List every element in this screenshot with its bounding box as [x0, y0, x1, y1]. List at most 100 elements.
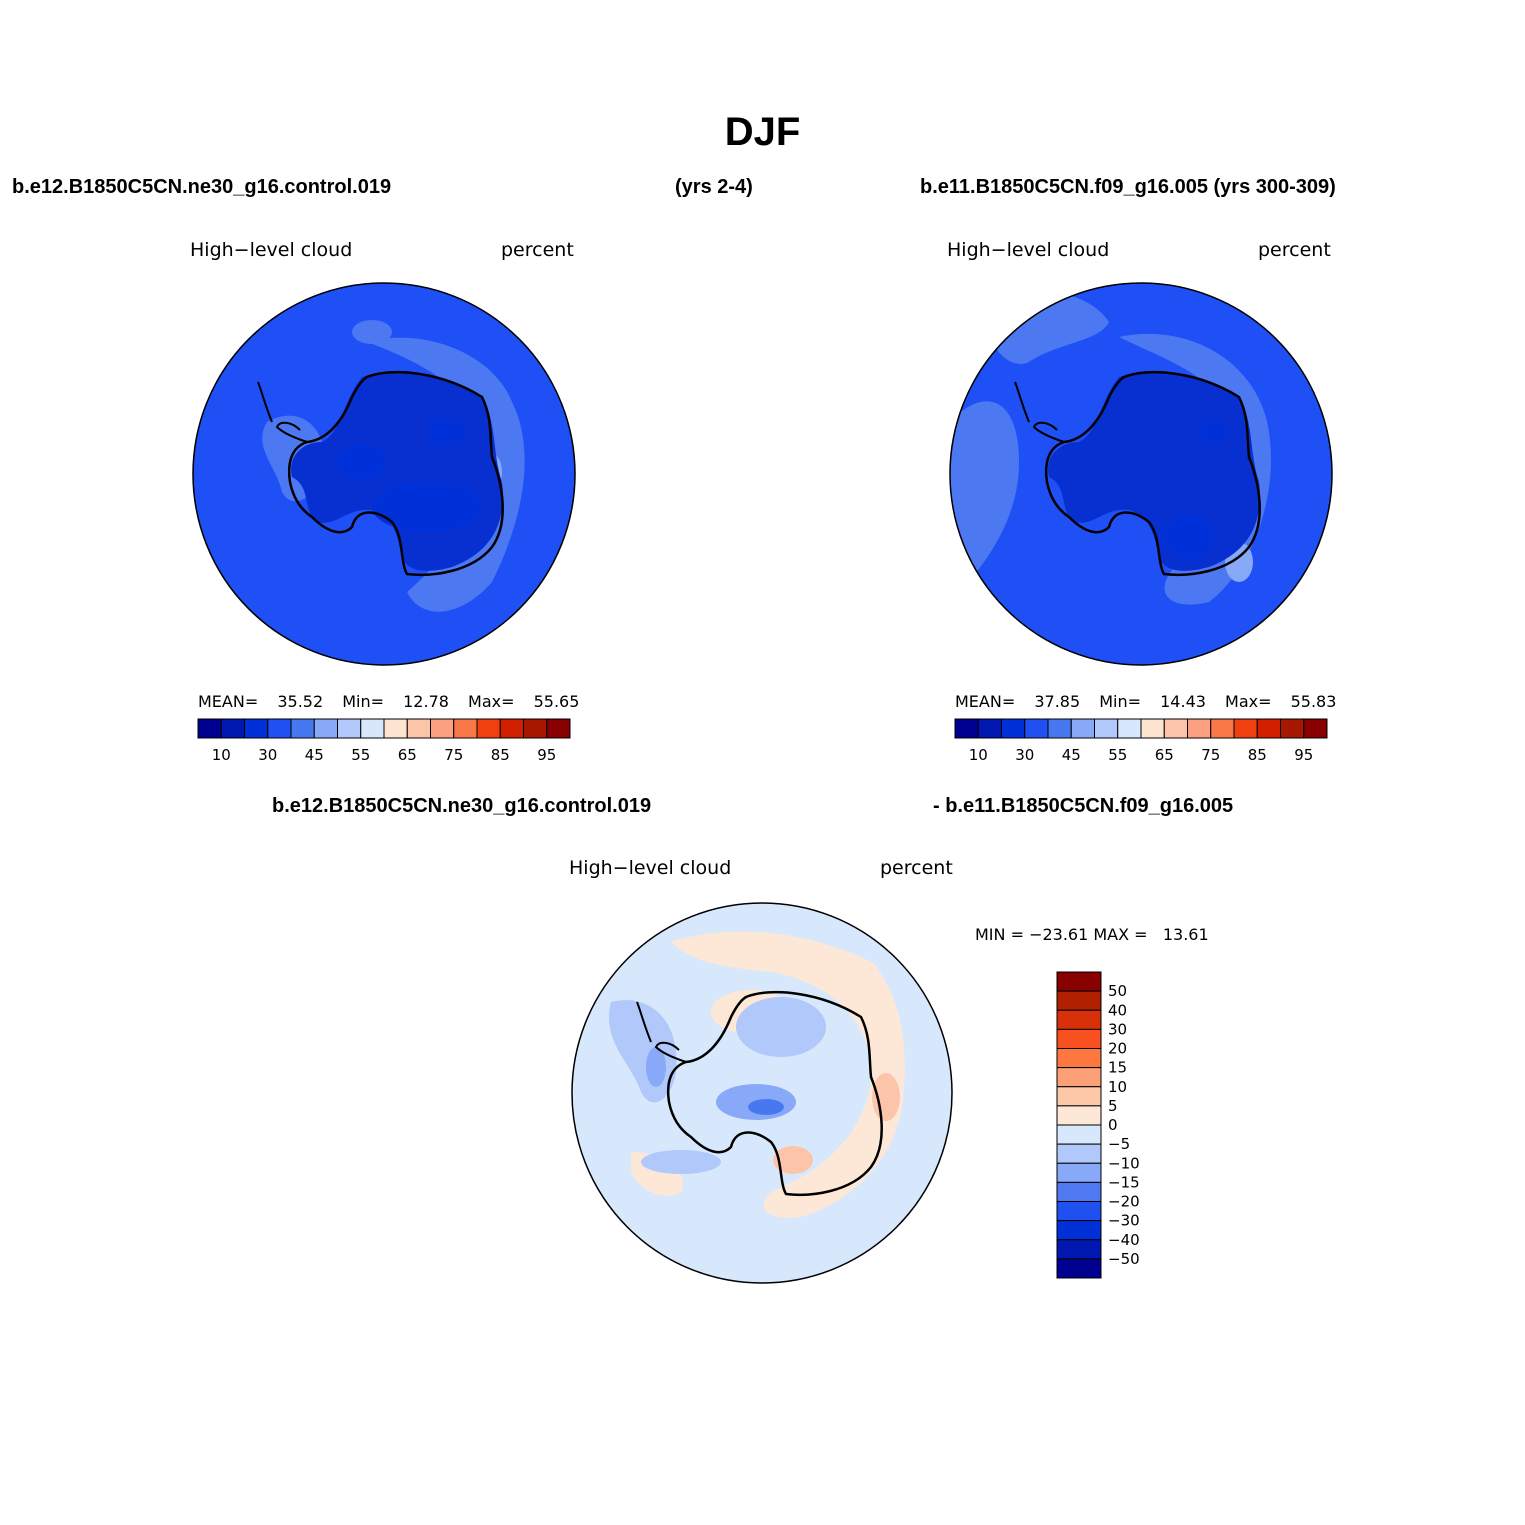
right-mean-label: MEAN= [955, 692, 1016, 711]
left-map-border [192, 282, 576, 666]
diff-colorbar-tick-label: −30 [1108, 1212, 1140, 1230]
diff-colorbar-tick-label: −15 [1108, 1173, 1140, 1191]
left-min-label: Min= [342, 692, 385, 711]
left-max-value: 55.65 [533, 692, 580, 711]
left-colorbar: 10 30 45 55 65 75 85 95 [197, 718, 571, 764]
right-variable-label: High−level cloud [947, 239, 1110, 261]
left-cloud-low-core-3 [337, 444, 387, 480]
diff-case-label: b.e12.B1850C5CN.ne30_g16.control.019 [272, 795, 652, 817]
diff-colorbar-box-9 [1056, 1143, 1102, 1164]
diff-colorbar-tick-label: 5 [1108, 1097, 1118, 1115]
left-colorbar-box-12 [476, 718, 501, 739]
diff-colorbar-box-12 [1056, 1201, 1102, 1222]
left-colorbar-box-1 [220, 718, 245, 739]
left-colorbar-box-5 [313, 718, 338, 739]
left-colorbar-box-3 [267, 718, 292, 739]
left-variable-label: High−level cloud [190, 239, 353, 261]
left-colorbar-box-2 [244, 718, 269, 739]
right-colorbar-box-14 [1280, 718, 1305, 739]
diff-colorbar-tick-label: 0 [1108, 1116, 1118, 1134]
diff-colorbar-box-10 [1056, 1162, 1102, 1183]
left-colorbar-box-14 [523, 718, 548, 739]
right-colorbar-box-2 [1001, 718, 1026, 739]
right-colorbar-box-12 [1233, 718, 1258, 739]
diff-colorbar-tick-label: −10 [1108, 1154, 1140, 1172]
right-colorbar-tick-label: 30 [1015, 746, 1034, 764]
right-antarctica-fill [1048, 372, 1260, 571]
diff-colorbar-tick-label: 15 [1108, 1059, 1127, 1077]
right-units-label: percent [1258, 239, 1331, 261]
left-case-label: b.e12.B1850C5CN.ne30_g16.control.019 [12, 176, 392, 198]
left-colorbar-box-11 [453, 718, 478, 739]
left-units-label: percent [501, 239, 574, 261]
left-colorbar-tick-label: 85 [491, 746, 510, 764]
right-cloud-low-core-2 [1199, 422, 1229, 442]
left-mean-label: MEAN= [198, 692, 259, 711]
diff-neg-blob-2 [641, 1150, 721, 1174]
diff-pos2-blob-2 [872, 1073, 900, 1121]
left-cloud-low-core [372, 482, 482, 532]
diff-colorbar-tick-label: −40 [1108, 1231, 1140, 1249]
right-antarctica-coastline [1045, 370, 1261, 576]
left-colorbar-tick-label: 45 [305, 746, 324, 764]
left-colorbar-tick-label: 10 [212, 746, 231, 764]
left-colorbar-box-4 [290, 718, 315, 739]
right-colorbar-box-11 [1210, 718, 1235, 739]
diff-colorbar-box-13 [1056, 1220, 1102, 1241]
diff-map-border [571, 902, 953, 1284]
diff-colorbar-tick-label: 50 [1108, 982, 1127, 1000]
left-colorbar-box-10 [430, 718, 455, 739]
diff-colorbar-box-6 [1056, 1086, 1102, 1107]
left-colorbar-tick-label: 65 [398, 746, 417, 764]
right-colorbar-box-10 [1187, 718, 1212, 739]
left-colorbar-tick-label: 95 [537, 746, 556, 764]
left-polar-map [192, 282, 576, 666]
diff-colorbar-tick-label: −20 [1108, 1193, 1140, 1211]
right-colorbar-box-4 [1047, 718, 1072, 739]
right-colorbar-tick-label: 65 [1155, 746, 1174, 764]
left-colorbar-box-8 [383, 718, 408, 739]
right-colorbar-tick-label: 45 [1062, 746, 1081, 764]
diff-colorbar-box-11 [1056, 1181, 1102, 1202]
left-colorbar-box-13 [499, 718, 524, 739]
right-colorbar-box-6 [1094, 718, 1119, 739]
right-min-value: 14.43 [1160, 692, 1206, 711]
left-colorbar-tick-label: 55 [351, 746, 370, 764]
diff-pos-region [671, 931, 905, 1218]
left-antarctica-coastline [288, 370, 504, 576]
left-case-years: (yrs 2-4) [675, 176, 753, 198]
diff-colorbar-box-8 [1056, 1124, 1102, 1145]
left-mean-value: 35.52 [277, 692, 324, 711]
left-colorbar-tick-label: 75 [444, 746, 463, 764]
diff-colorbar-tick-label: −5 [1108, 1135, 1130, 1153]
right-colorbar-tick-label: 75 [1201, 746, 1220, 764]
left-peninsula-coastline [257, 381, 308, 443]
left-cloud-light-blob [352, 320, 392, 344]
left-colorbar-box-0 [197, 718, 222, 739]
diff-case-label-right: - b.e11.B1850C5CN.f09_g16.005 [933, 795, 1234, 817]
diff-colorbar-box-2 [1056, 1009, 1102, 1030]
diff-colorbar-tick-label: 40 [1108, 1001, 1127, 1019]
diff-neg2-blob-2 [646, 1047, 666, 1087]
diff-antarctica-coastline [667, 990, 883, 1196]
diff-neg-blob [736, 997, 826, 1057]
diff-colorbar-tick-label: 20 [1108, 1040, 1127, 1058]
right-colorbar-tick-label: 95 [1294, 746, 1313, 764]
left-colorbar-box-6 [337, 718, 362, 739]
diff-colorbar-box-4 [1056, 1048, 1102, 1069]
right-colorbar-box-15 [1303, 718, 1328, 739]
diff-units-label: percent [880, 857, 953, 879]
right-mean-value: 37.85 [1034, 692, 1081, 711]
left-colorbar-tick-label: 30 [258, 746, 277, 764]
diff-colorbar-box-3 [1056, 1028, 1102, 1049]
left-colorbar-box-9 [406, 718, 431, 739]
right-max-value: 55.83 [1290, 692, 1337, 711]
right-map-border [949, 282, 1333, 666]
left-cloud-low-core-2 [427, 418, 467, 446]
diff-colorbar-tick-label: −50 [1108, 1250, 1140, 1268]
diff-peninsula-coastline [636, 1001, 687, 1063]
diff-pos2-blob-3 [834, 958, 878, 986]
right-colorbar-box-9 [1163, 718, 1188, 739]
right-colorbar-tick-label: 10 [969, 746, 988, 764]
